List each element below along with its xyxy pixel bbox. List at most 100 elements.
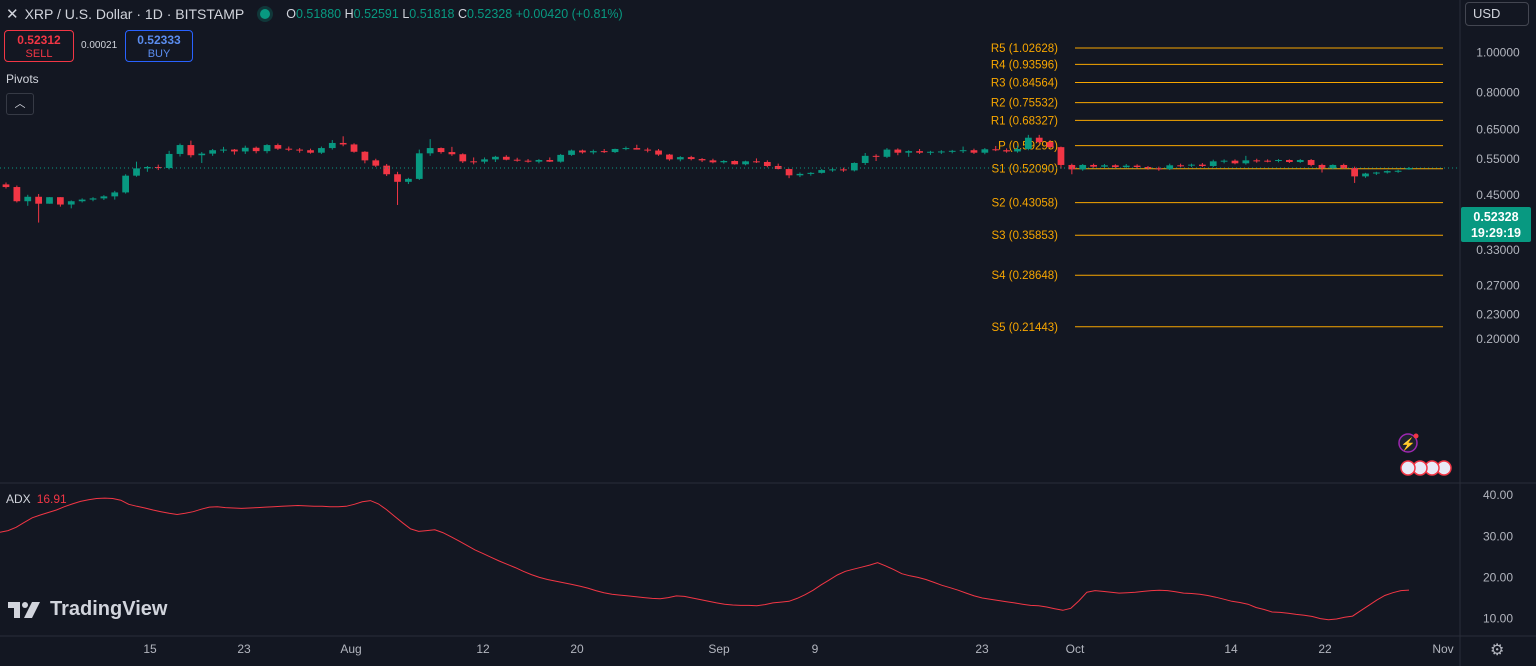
adx-indicator-label[interactable]: ADX 16.91 <box>6 492 67 506</box>
candle-body <box>644 149 652 151</box>
sell-button[interactable]: 0.52312 SELL <box>4 30 74 62</box>
candle-body <box>840 169 847 171</box>
pivot-label-r5: R5 (1.02628) <box>991 43 1058 55</box>
candle-body <box>448 152 456 155</box>
collapse-chevron-icon[interactable]: ︿ <box>6 93 34 115</box>
current-price-value: 0.52328 <box>1473 210 1519 224</box>
candle-body <box>1362 173 1369 177</box>
candle-body <box>1318 164 1326 169</box>
pivot-label-r4: R4 (0.93596) <box>991 59 1058 71</box>
candle-body <box>850 162 858 171</box>
candle-body <box>655 150 662 155</box>
price-tick-label: 0.27000 <box>1476 279 1520 293</box>
candle-body <box>1188 164 1195 166</box>
candle-body <box>1035 137 1043 143</box>
candle-body <box>437 148 445 153</box>
candle-body <box>1242 160 1250 164</box>
gear-icon[interactable]: ⚙ <box>1490 642 1505 659</box>
us-flag-event-icons[interactable] <box>1400 460 1452 476</box>
us-flag-icon <box>1400 460 1416 476</box>
symbol-title[interactable]: XRP / U.S. Dollar · 1D · BITSTAMP <box>24 6 245 22</box>
pivot-label-s4: S4 (0.28648) <box>992 270 1059 282</box>
pivot-label-s3: S3 (0.35853) <box>992 230 1059 242</box>
pivot-levels: R5 (1.02628) R4 (0.93596) R3 (0.84564) R2 (… <box>991 43 1443 334</box>
candle-body <box>568 150 575 155</box>
close-icon[interactable]: ✕ <box>6 6 19 23</box>
currency-select[interactable]: USD <box>1465 2 1529 26</box>
price-axis[interactable]: 1.000000.800000.650000.550000.450000.390… <box>1476 46 1520 347</box>
candle-body <box>1079 164 1087 170</box>
candle-body <box>1231 160 1239 164</box>
candle-body <box>209 150 217 154</box>
candle-body <box>1177 165 1184 167</box>
candle-body <box>394 174 401 182</box>
candle-body <box>894 149 902 153</box>
pivot-label-s2: S2 (0.43058) <box>992 198 1059 210</box>
candle-body <box>1264 160 1271 162</box>
candle-body <box>905 151 913 153</box>
price-tick-label: 0.55000 <box>1476 152 1520 166</box>
candle-body <box>959 150 967 152</box>
candle-body <box>67 201 75 205</box>
currency-value: USD <box>1473 6 1501 21</box>
event-markers[interactable]: ⚡ <box>1398 433 1452 476</box>
candle-body <box>524 160 532 162</box>
candle-body <box>241 147 249 152</box>
lightning-icon[interactable] <box>1398 433 1418 453</box>
adx-axis[interactable]: 40.00 30.00 20.00 10.00 <box>1483 488 1513 625</box>
candle-body <box>774 165 782 170</box>
candle-body <box>154 166 162 169</box>
tradingview-logo[interactable]: TradingView <box>8 598 167 621</box>
candle-body <box>361 151 369 161</box>
candle-body <box>753 161 760 163</box>
sell-price: 0.52312 <box>17 33 61 47</box>
time-tick-label: 12 <box>476 642 490 656</box>
tradingview-logo-icon <box>8 601 40 618</box>
candle-body <box>133 168 140 176</box>
candle-body <box>1155 168 1163 170</box>
candle-body <box>89 198 97 200</box>
candle-body <box>513 159 521 161</box>
candle-body <box>927 151 934 153</box>
buy-label: BUY <box>147 48 171 60</box>
price-tick-label: 0.23000 <box>1476 307 1520 321</box>
candle-body <box>600 151 608 153</box>
notification-dot <box>1413 433 1419 439</box>
candle-body <box>1014 148 1021 152</box>
low-value: 0.51818 <box>409 7 455 21</box>
candle-body <box>992 149 1000 151</box>
candle-body <box>176 145 184 154</box>
candle-body <box>1373 172 1380 174</box>
candle-body <box>1046 142 1054 148</box>
candle-body <box>1111 165 1119 167</box>
candle-body <box>57 197 64 205</box>
candle-body <box>633 148 641 150</box>
candle-body <box>318 148 325 153</box>
time-axis[interactable]: 15 23 Aug 12 20 Sep 9 23 Oct 14 22 Nov <box>143 642 1453 656</box>
candle-body <box>1394 170 1402 172</box>
pivots-indicator-label[interactable]: Pivots <box>6 72 39 86</box>
open-value: 0.51880 <box>295 7 342 21</box>
high-label: H <box>344 7 354 21</box>
candle-body <box>796 173 804 176</box>
time-tick-label: 15 <box>143 642 157 656</box>
candle-body <box>1166 165 1174 170</box>
adx-label-text: ADX <box>6 492 31 506</box>
price-tick-label: 1.00000 <box>1476 46 1520 60</box>
candle-body <box>883 149 891 157</box>
candle-body <box>872 155 880 157</box>
candle-body <box>676 157 684 160</box>
candle-body <box>285 148 293 150</box>
candle-body <box>24 196 32 202</box>
buy-button[interactable]: 0.52333 BUY <box>125 30 193 62</box>
candle-body <box>13 187 21 202</box>
adx-tick-label: 40.00 <box>1483 488 1513 502</box>
candle-body <box>307 150 314 153</box>
spread-value: 0.00021 <box>81 40 118 51</box>
candle-body <box>252 147 260 152</box>
time-tick-label: Nov <box>1432 642 1453 656</box>
time-tick-label: 23 <box>975 642 989 656</box>
candle-body <box>328 142 336 149</box>
candle-body <box>1405 168 1413 170</box>
